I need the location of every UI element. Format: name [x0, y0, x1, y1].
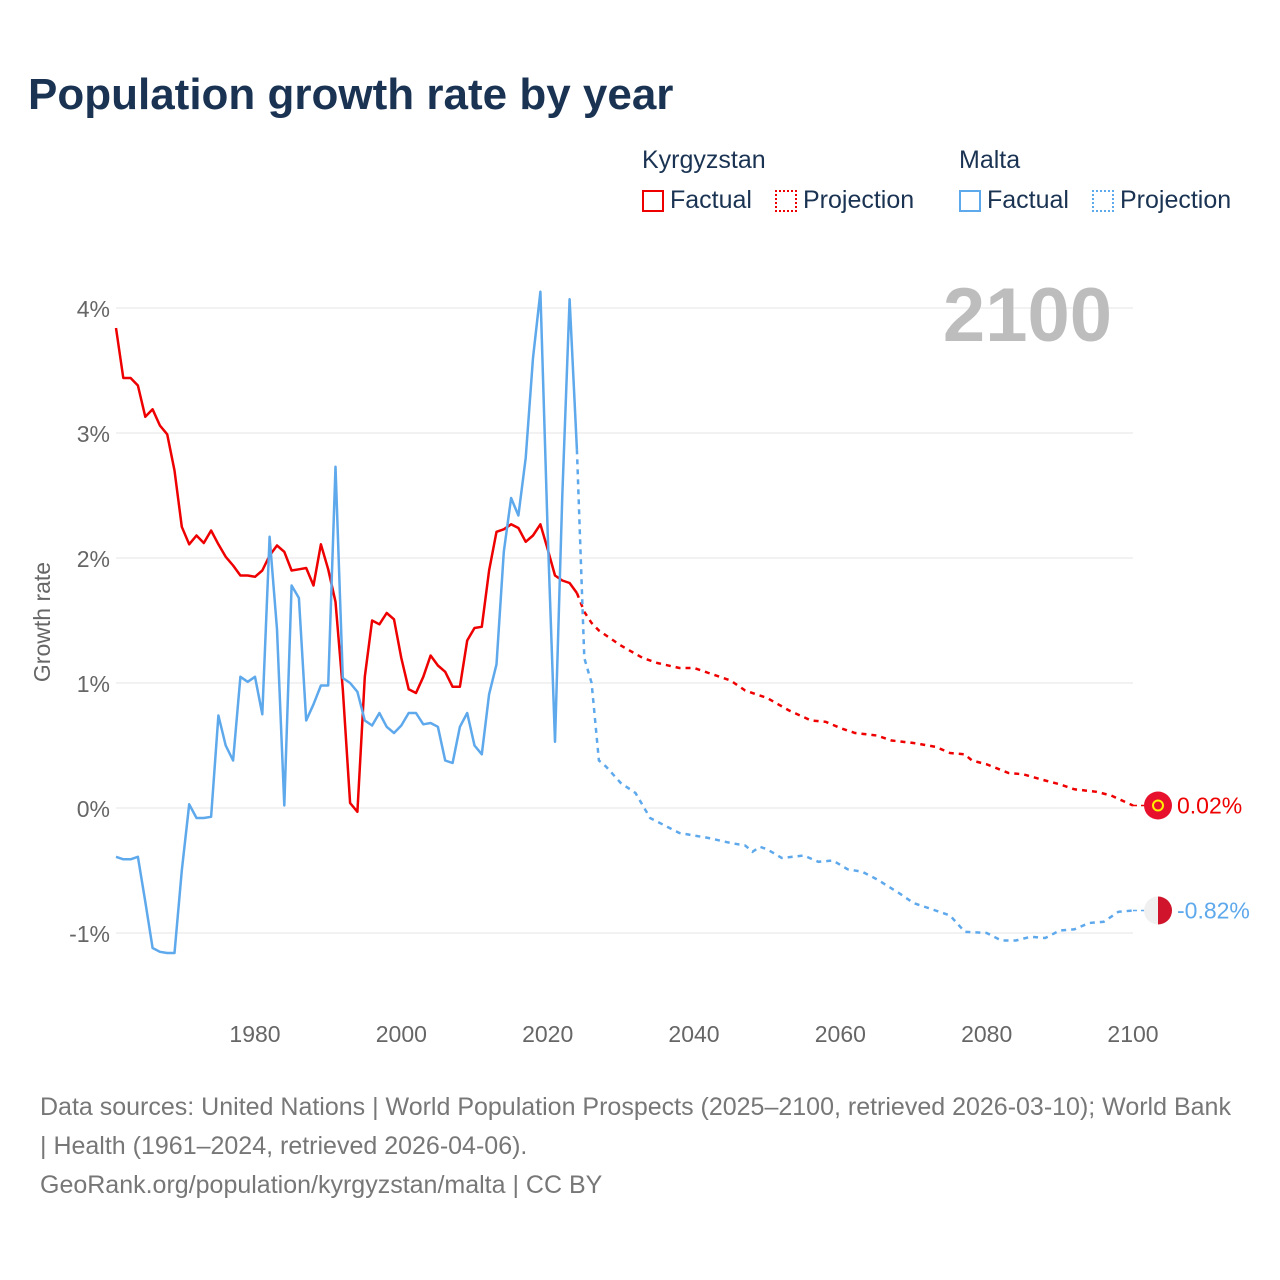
malta-projection-line	[575, 449, 1134, 942]
flag-red-half	[1158, 896, 1172, 925]
flag-sun-icon	[1152, 799, 1164, 812]
malta-end-label: -0.82%	[1177, 898, 1250, 924]
legend-label: Projection	[803, 186, 915, 214]
legend-label: Factual	[670, 186, 752, 214]
x-tick-label: 2060	[815, 1021, 866, 1047]
y-tick-label: 3%	[77, 421, 110, 447]
legend-label: Factual	[987, 186, 1069, 214]
y-tick-label: 2%	[77, 546, 110, 572]
kyrgyzstan-flag-icon	[1144, 791, 1172, 820]
footer: Data sources: United Nations | World Pop…	[40, 1088, 1240, 1205]
x-tick-label: 2080	[961, 1021, 1012, 1047]
legend-group-kyrgyzstan: Kyrgyzstan	[642, 146, 766, 174]
legend-malta-projection[interactable]: Projection	[1092, 186, 1231, 215]
legend-kyrgyzstan-factual[interactable]: Factual	[642, 186, 752, 215]
x-tick-label: 1980	[229, 1021, 280, 1047]
y-tick-label: 4%	[77, 296, 110, 322]
kyrgyzstan-end-label: 0.02%	[1177, 793, 1242, 819]
x-tick-label: 2000	[376, 1021, 427, 1047]
x-tick-label: 2100	[1107, 1021, 1158, 1047]
malta-factual-line	[115, 290, 579, 955]
legend-kyrgyzstan-projection[interactable]: Projection	[775, 186, 914, 215]
credit-link[interactable]: GeoRank.org/population/kyrgyzstan/malta …	[40, 1171, 603, 1199]
legend-malta-factual[interactable]: Factual	[959, 186, 1069, 215]
chart-title: Population growth rate by year	[28, 70, 674, 119]
y-tick-label: 0%	[77, 796, 110, 822]
legend-swatch-solid	[642, 189, 664, 212]
legend-swatch-dotted	[775, 189, 797, 212]
y-axis-label: Growth rate	[29, 562, 55, 682]
legend-label: Projection	[1120, 186, 1232, 214]
legend-group-malta: Malta	[959, 146, 1021, 174]
kyrgyzstan-factual-line	[114, 327, 578, 814]
y-tick-label: -1%	[69, 921, 110, 947]
legend-swatch-dotted	[1092, 189, 1114, 212]
kyrgyzstan-projection-line	[575, 592, 1134, 807]
y-tick-label: 1%	[77, 671, 110, 697]
x-tick-label: 2020	[522, 1021, 573, 1047]
data-sources: Data sources: United Nations | World Pop…	[40, 1093, 1231, 1160]
current-year-label: 2100	[942, 273, 1112, 358]
x-tick-label: 2040	[668, 1021, 719, 1047]
legend-swatch-solid	[959, 189, 981, 212]
